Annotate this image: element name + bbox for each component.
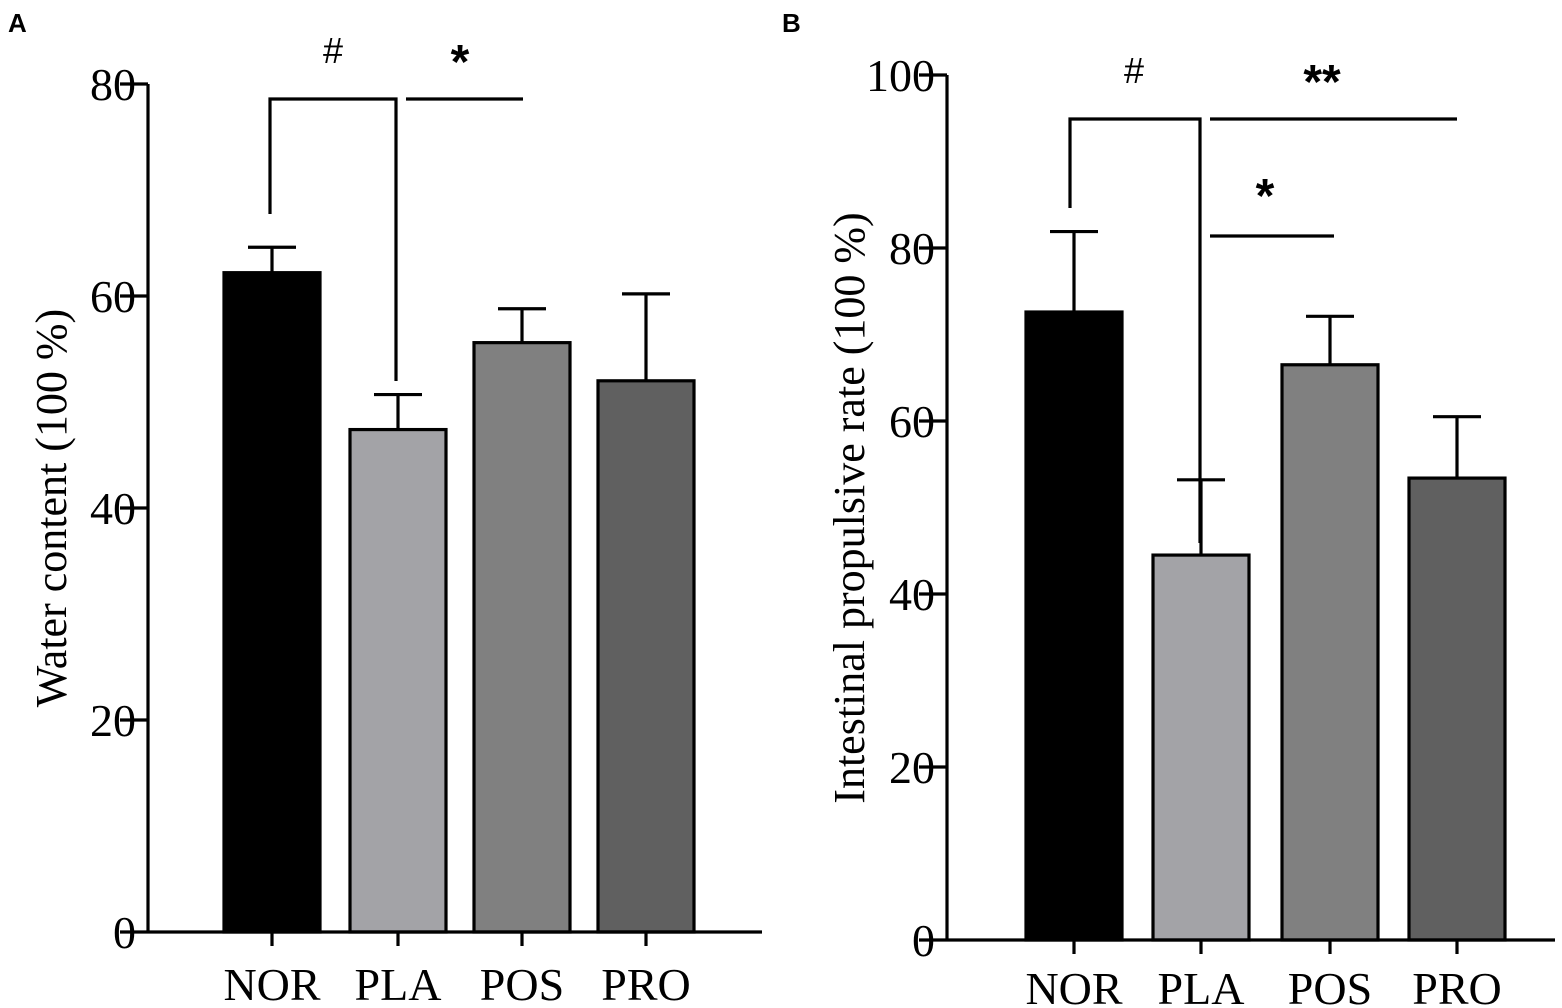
y-tick-label: 100 [866, 50, 935, 101]
significance-label: * [451, 36, 470, 89]
y-axis-title: Water content (100 %) [27, 309, 76, 707]
y-tick-label: 20 [90, 695, 136, 746]
bar-pla [348, 427, 448, 934]
panel-b: B 0 20 40 60 80 100 NOR PLA POS PRO Intestinal pro… [782, 8, 1555, 1008]
y-tick-label: 0 [113, 907, 136, 958]
bar-nor [1024, 310, 1124, 942]
significance-label: ** [1303, 56, 1341, 109]
x-tick-label-pro: PRO [1412, 963, 1501, 1008]
panel-letter-a: A [8, 8, 27, 38]
y-axis-title: Intestinal propulsive rate (100 %) [825, 212, 874, 803]
significance-bracket [268, 97, 398, 381]
y-tick-label: 0 [912, 915, 935, 966]
y-tick-label: 20 [889, 742, 935, 793]
y-tick-label: 60 [90, 271, 136, 322]
significance-label: * [1256, 170, 1275, 223]
x-tick-label-pla: PLA [1158, 963, 1245, 1008]
bar-pos [472, 341, 572, 934]
x-tick-label-nor: NOR [223, 959, 320, 1008]
y-tick-label: 80 [889, 223, 935, 274]
bar-pla [1151, 553, 1251, 942]
y-tick-label: 40 [889, 569, 935, 620]
x-tick-label-pos: POS [1288, 963, 1372, 1008]
panel-a: A 0 20 40 60 80 NOR PLA POS PRO Water content (10… [8, 8, 762, 1008]
bar-pos [1280, 363, 1380, 942]
x-tick-label-nor: NOR [1025, 963, 1122, 1008]
significance-label: # [1124, 50, 1144, 91]
x-tick-label-pos: POS [480, 959, 564, 1008]
y-tick-label: 40 [90, 483, 136, 534]
x-tick-label-pro: PRO [601, 959, 690, 1008]
significance-label: # [323, 30, 343, 71]
bar-pro [1407, 476, 1507, 942]
bar-pro [596, 379, 696, 934]
y-tick-label: 80 [90, 59, 136, 110]
x-tick-label-pla: PLA [355, 959, 442, 1008]
y-tick-label: 60 [889, 396, 935, 447]
significance-bracket [1068, 117, 1202, 543]
panel-letter-b: B [782, 8, 801, 38]
bar-nor [222, 271, 322, 934]
